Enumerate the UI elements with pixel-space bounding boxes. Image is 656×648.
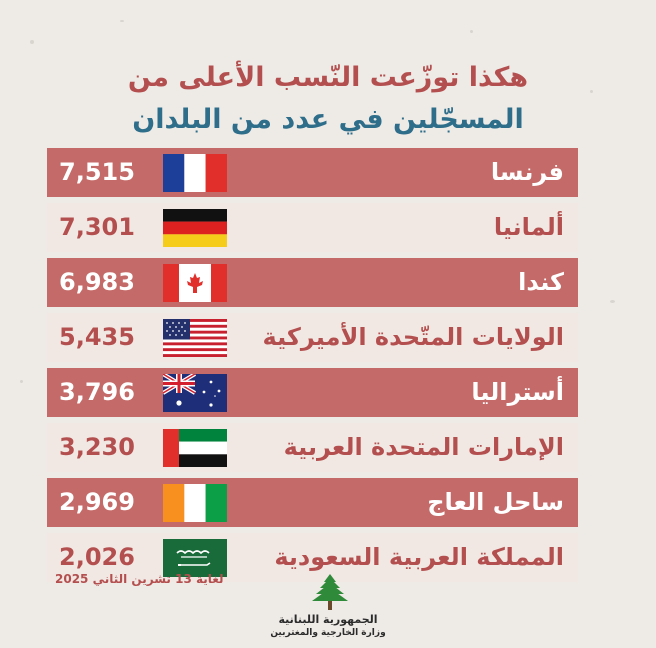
country-table: 7,515 فرنسا 7,301 ألمانيا 6,983 كندا 5,4… — [47, 148, 578, 588]
texture-speck — [470, 30, 473, 33]
france-flag-icon — [163, 154, 227, 192]
table-row: 5,435 الولايات المتّحدة الأمي — [47, 313, 578, 362]
canada-flag-icon — [163, 264, 227, 302]
uae-flag-icon — [163, 429, 227, 467]
row-country: الإمارات المتحدة العربية — [283, 433, 564, 461]
texture-speck — [590, 90, 593, 93]
row-value: 7,301 — [59, 213, 135, 241]
table-row: 7,301 ألمانيا — [47, 203, 578, 252]
footer-date: لغاية 13 تشرين الثاني 2025 — [55, 572, 224, 586]
texture-speck — [120, 20, 124, 22]
table-row: 3,230 الإمارات المتحدة العربية — [47, 423, 578, 472]
table-row: 2,026 المملكة العربية السعودية — [47, 533, 578, 582]
table-row: 7,515 فرنسا — [47, 148, 578, 197]
ivory-coast-flag-icon — [163, 484, 227, 522]
row-value: 3,796 — [59, 378, 135, 406]
row-value: 2,026 — [59, 543, 135, 571]
row-value: 2,969 — [59, 488, 135, 516]
texture-speck — [20, 380, 23, 383]
australia-flag-icon — [163, 374, 227, 412]
row-country: كندا — [518, 268, 564, 296]
table-row: 3,796 أستراليا — [47, 368, 578, 417]
ministry-name: الجمهورية اللبنانية — [278, 613, 378, 626]
texture-speck — [610, 300, 615, 303]
row-country: فرنسا — [490, 158, 564, 186]
row-value: 3,230 — [59, 433, 135, 461]
row-value: 6,983 — [59, 268, 135, 296]
usa-flag-icon — [163, 319, 227, 357]
row-value: 7,515 — [59, 158, 135, 186]
germany-flag-icon — [163, 209, 227, 247]
page-title-line1: هكذا توزّعت النّسب الأعلى من — [127, 62, 529, 93]
table-row: 6,983 كندا — [47, 258, 578, 307]
page-title-line2: المسجّلين في عدد من البلدان — [132, 104, 524, 135]
row-value: 5,435 — [59, 323, 135, 351]
table-row: 2,969 ساحل العاج — [47, 478, 578, 527]
row-country: الولايات المتّحدة الأميركية — [262, 323, 564, 351]
saudi-arabia-flag-icon — [163, 539, 227, 577]
texture-speck — [30, 40, 34, 44]
row-country: أستراليا — [471, 378, 564, 406]
row-country: ساحل العاج — [427, 488, 564, 516]
row-country: ألمانيا — [493, 213, 564, 241]
row-country: المملكة العربية السعودية — [274, 543, 564, 571]
cedar-tree-icon — [307, 573, 353, 613]
ministry-subtitle: وزارة الخارجية والمغتربين — [270, 628, 386, 638]
